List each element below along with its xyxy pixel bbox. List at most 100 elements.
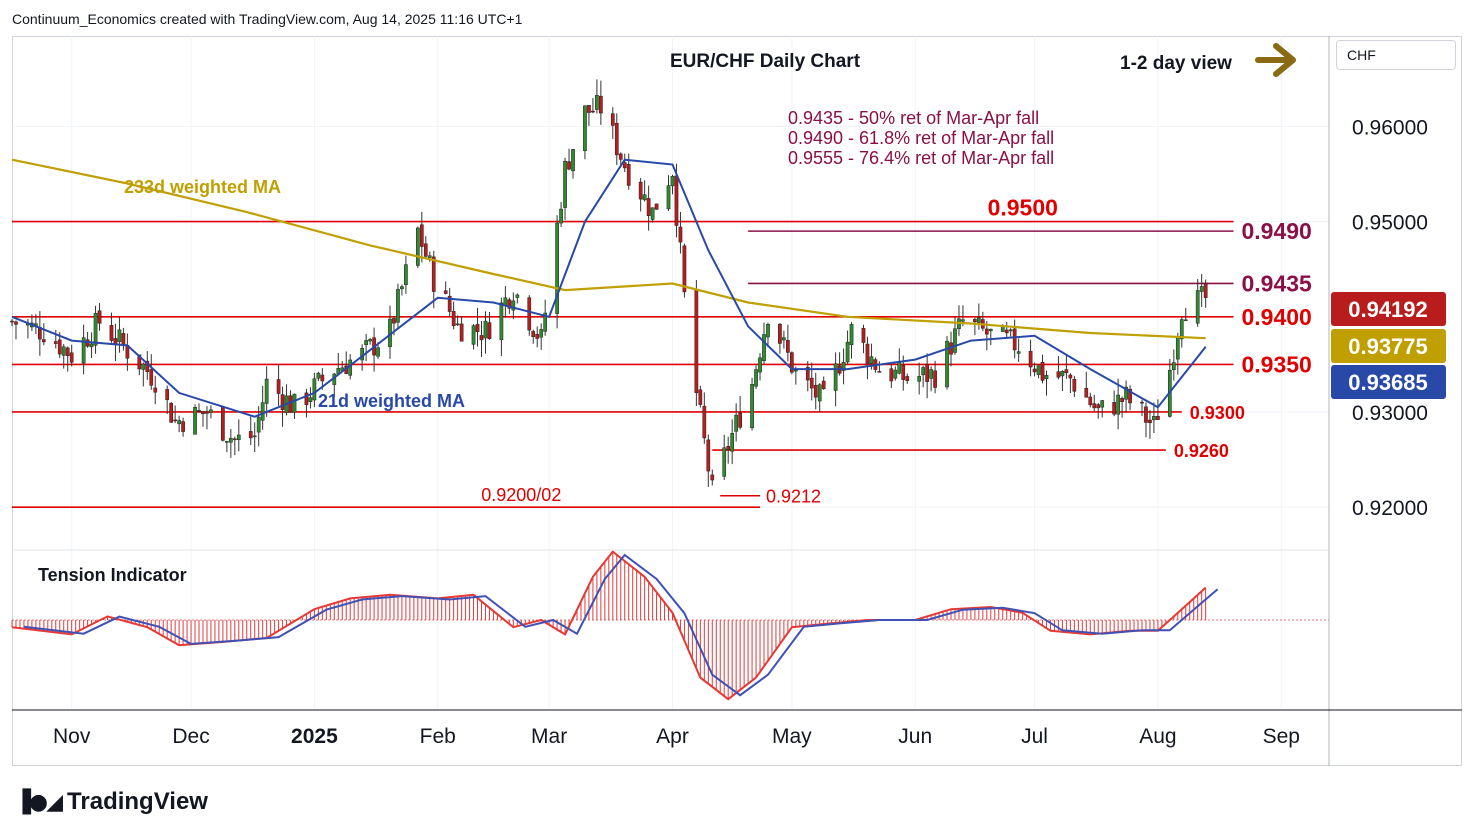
- candle-body: [57, 339, 62, 355]
- candle: [149, 354, 154, 390]
- candle-body: [618, 153, 623, 160]
- candle-body: [758, 357, 762, 373]
- candle-body: [1008, 329, 1013, 332]
- candle-body: [308, 397, 313, 402]
- candle-body: [1195, 290, 1200, 324]
- candle-body: [232, 438, 237, 441]
- y-tick-label: 0.95000: [1352, 212, 1428, 235]
- candle: [169, 401, 174, 423]
- y-tick-label: 0.92000: [1352, 497, 1428, 520]
- candle: [396, 283, 400, 329]
- candle-body: [1171, 362, 1176, 370]
- x-tick-label: Apr: [656, 725, 689, 748]
- candle: [316, 371, 321, 382]
- candle-body: [893, 369, 898, 379]
- candle-body: [1100, 400, 1105, 408]
- candle-body: [1124, 386, 1128, 400]
- candle: [81, 324, 86, 375]
- candle: [622, 153, 627, 173]
- candle: [304, 388, 309, 418]
- candle-body: [722, 447, 727, 477]
- candle-body: [889, 368, 894, 382]
- candle-body: [348, 359, 353, 376]
- x-tick-label: Jul: [1021, 725, 1048, 748]
- candle-body: [1148, 419, 1152, 424]
- candle: [264, 366, 269, 417]
- candle-body: [762, 334, 766, 362]
- candle-body: [41, 339, 46, 343]
- candle: [248, 416, 253, 446]
- candle-body: [766, 324, 770, 338]
- tradingview-logo[interactable]: ▐●◢ TradingView: [14, 788, 208, 816]
- candle-body: [961, 319, 965, 322]
- candle-body: [1092, 403, 1097, 409]
- candle: [845, 330, 850, 364]
- chart-frame: [12, 36, 1462, 766]
- candle: [1004, 321, 1009, 338]
- candle-body: [193, 407, 197, 435]
- candle: [415, 226, 420, 268]
- candle-body: [376, 347, 380, 357]
- candle: [121, 327, 126, 351]
- level-label: 0.9260: [1174, 441, 1229, 461]
- candle: [388, 305, 392, 359]
- candle-body: [642, 194, 647, 201]
- candle: [813, 372, 818, 410]
- candle-body: [61, 346, 66, 356]
- candle-body: [97, 310, 102, 324]
- level-layer: [12, 220, 1234, 508]
- level-label: 0.9500: [988, 195, 1058, 221]
- candle: [232, 436, 237, 456]
- candle-body: [419, 224, 424, 247]
- candle: [209, 405, 213, 419]
- candle: [85, 332, 90, 348]
- annotation-764pct: 0.9555 - 76.4% ret of Mar-Apr fall: [788, 148, 1054, 168]
- candle: [670, 174, 675, 195]
- candle-body: [423, 243, 428, 257]
- candle: [443, 281, 448, 295]
- candle: [841, 348, 846, 385]
- candle: [1128, 385, 1132, 411]
- candle: [734, 403, 739, 442]
- candle-body: [805, 366, 810, 381]
- candle-body: [1199, 286, 1204, 292]
- candle: [1203, 279, 1208, 308]
- candle-body: [1028, 351, 1033, 368]
- candle: [404, 255, 408, 294]
- candle-body: [276, 379, 281, 394]
- candle: [205, 406, 209, 430]
- candle-body: [65, 347, 70, 356]
- candle: [790, 351, 794, 375]
- candle: [141, 362, 146, 387]
- candle: [988, 328, 993, 346]
- candle: [682, 243, 687, 298]
- candle-body: [225, 441, 229, 443]
- candle-body: [260, 402, 265, 421]
- candle: [260, 385, 265, 430]
- candle: [750, 377, 754, 431]
- candle-body: [865, 343, 870, 364]
- candle: [280, 386, 285, 427]
- candle-body: [929, 369, 933, 379]
- candle: [423, 236, 428, 258]
- candle: [256, 406, 261, 447]
- last-value-text: 0.93685: [1348, 370, 1428, 395]
- candle: [555, 215, 559, 329]
- candle-body: [205, 411, 209, 414]
- candle-body: [197, 410, 201, 412]
- level-label: 0.9400: [1242, 304, 1312, 330]
- x-tick-label: May: [772, 725, 812, 748]
- candle-body: [443, 290, 448, 294]
- ma21-label: 21d weighted MA: [318, 391, 465, 411]
- candle: [1084, 371, 1089, 398]
- candle-body: [750, 384, 754, 429]
- x-tick-label: Sep: [1263, 725, 1300, 748]
- candle: [563, 157, 567, 221]
- currency-selector[interactable]: CHF: [1336, 40, 1456, 70]
- candle-body: [201, 411, 205, 415]
- candle-body: [1060, 371, 1065, 377]
- candle: [1171, 349, 1176, 381]
- candle-body: [471, 325, 476, 345]
